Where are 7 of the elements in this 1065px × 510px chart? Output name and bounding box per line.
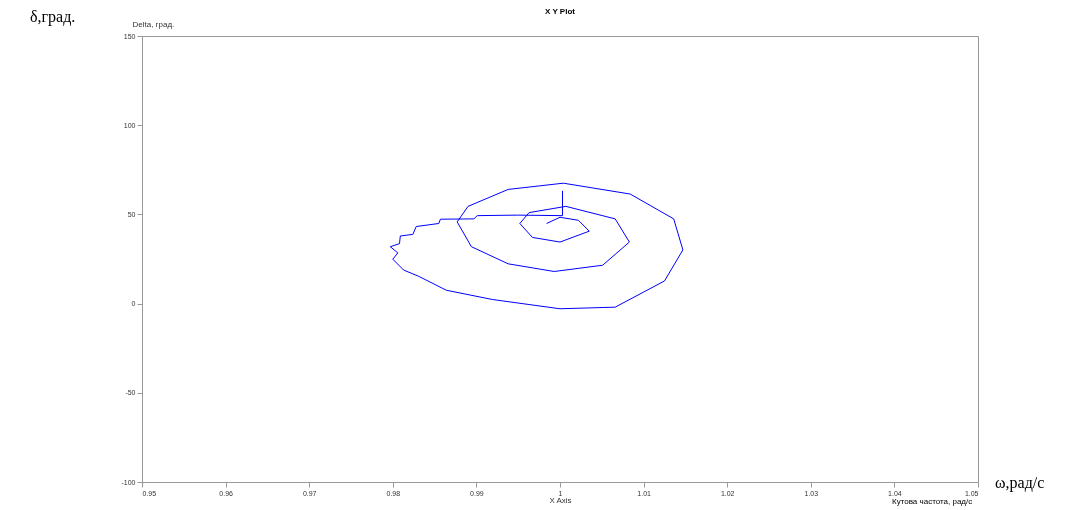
text: ω,рад/с: [995, 474, 1045, 492]
text: Кутова частота, рад/с: [892, 497, 973, 506]
line-series: [389, 182, 684, 310]
x-axis-title: X Axis: [549, 495, 572, 505]
text: δ,град.: [30, 8, 76, 26]
chart-title: X Y Plot: [545, 7, 576, 16]
y-axis-title: Delta, град.: [132, 19, 175, 29]
